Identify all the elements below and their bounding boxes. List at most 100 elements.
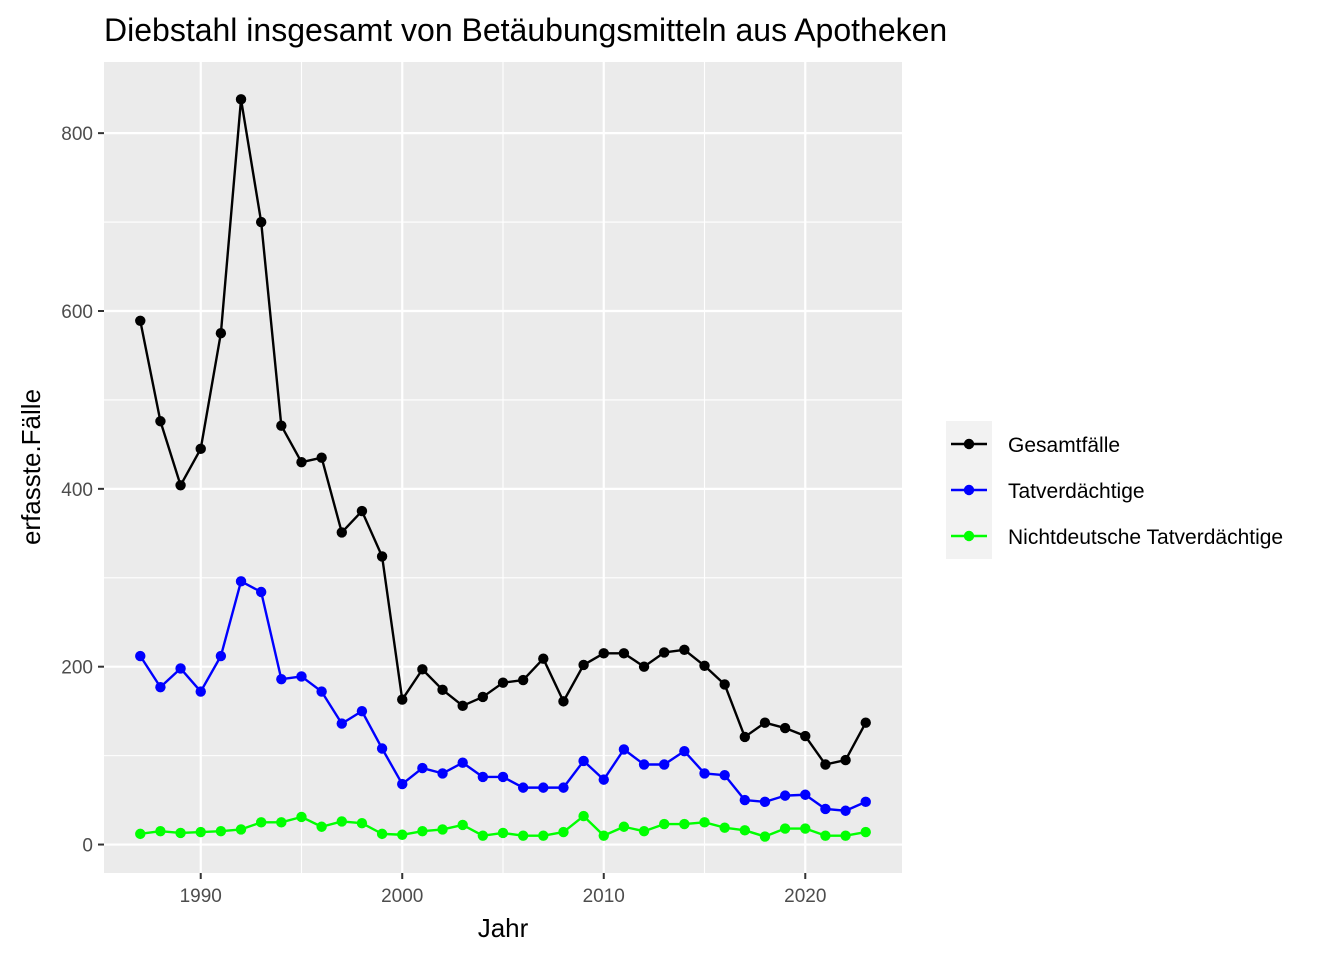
x-tick-label: 2010 [583, 886, 625, 907]
data-point [659, 647, 670, 658]
data-point [376, 743, 388, 754]
data-point [578, 659, 589, 671]
data-point [336, 527, 347, 538]
data-point [759, 717, 771, 728]
data-point [820, 803, 831, 815]
data-point [175, 663, 186, 674]
data-point [215, 650, 227, 662]
x-axis: 1990 2000 2010 2020 [180, 873, 826, 907]
data-point [679, 644, 690, 655]
y-tick-label: 600 [61, 302, 93, 323]
data-point [840, 805, 851, 816]
data-point [376, 828, 388, 840]
data-point [235, 824, 247, 835]
data-point [376, 551, 388, 562]
data-point [739, 825, 751, 836]
data-point [739, 794, 751, 806]
data-point [679, 818, 690, 830]
legend-label: Nichtdeutsche Tatverdächtige [1008, 526, 1283, 549]
data-point [538, 782, 549, 793]
data-point [155, 681, 166, 693]
data-point [618, 648, 630, 659]
data-point [638, 661, 650, 672]
data-point [719, 769, 730, 781]
data-point [276, 817, 287, 828]
legend-key-point [963, 484, 975, 496]
data-point [779, 790, 791, 801]
data-point [860, 796, 871, 808]
data-point [800, 823, 811, 834]
data-point [659, 818, 670, 830]
chart-title: Diebstahl insgesamt von Betäubungsmittel… [104, 12, 947, 48]
data-point [336, 816, 347, 827]
data-point [356, 505, 368, 517]
y-tick-label: 0 [82, 836, 93, 857]
data-point [779, 823, 791, 834]
data-point [397, 829, 408, 840]
data-point [457, 757, 468, 768]
data-point [759, 831, 771, 842]
data-point [296, 811, 307, 823]
data-point [679, 745, 690, 757]
data-point [215, 328, 227, 339]
data-point [538, 653, 549, 664]
data-point [457, 819, 468, 831]
x-axis-title: Jahr [478, 913, 529, 943]
data-point [800, 789, 811, 800]
data-point [316, 452, 327, 463]
data-point [437, 824, 448, 835]
data-point [860, 717, 871, 728]
data-point [457, 700, 468, 712]
data-point [195, 686, 206, 697]
data-point [417, 664, 428, 675]
data-point [517, 782, 529, 793]
y-axis: 0 200 400 600 800 [61, 124, 104, 857]
data-point [397, 778, 408, 790]
data-point [235, 94, 247, 105]
data-point [135, 828, 146, 840]
data-point [397, 694, 408, 705]
data-point [316, 686, 327, 697]
x-tick-label: 2020 [784, 886, 826, 907]
data-point [135, 315, 146, 326]
data-point [215, 826, 227, 837]
data-point [356, 818, 368, 829]
data-point [719, 679, 730, 690]
data-point [638, 826, 650, 837]
data-point [598, 648, 609, 659]
data-point [699, 768, 710, 779]
data-point [719, 822, 730, 833]
x-tick-label: 2000 [381, 886, 423, 907]
data-point [840, 754, 851, 766]
data-point [578, 755, 589, 767]
data-point [598, 830, 609, 841]
data-point [497, 771, 509, 783]
series-layer [135, 94, 871, 842]
data-point [155, 826, 166, 837]
y-tick-label: 200 [61, 658, 93, 679]
data-point [739, 731, 751, 743]
data-point [175, 827, 186, 839]
data-point [820, 830, 831, 841]
data-point [195, 826, 206, 838]
data-point [759, 796, 771, 808]
data-point [517, 830, 529, 841]
data-point [437, 684, 448, 696]
data-point [437, 768, 448, 779]
data-point [296, 456, 307, 468]
data-point [276, 420, 287, 431]
y-tick-label: 800 [61, 124, 93, 145]
data-point [356, 705, 368, 717]
y-axis-title: erfasste.Fälle [16, 389, 46, 545]
data-point [175, 480, 186, 491]
data-point [558, 696, 569, 707]
data-point [497, 827, 509, 839]
data-point [598, 774, 609, 785]
data-point [699, 660, 710, 672]
data-point [779, 722, 791, 734]
data-point [417, 762, 428, 774]
data-point [477, 691, 489, 703]
legend-key-point [963, 530, 975, 542]
data-point [296, 671, 307, 682]
legend-key-point [963, 438, 975, 450]
